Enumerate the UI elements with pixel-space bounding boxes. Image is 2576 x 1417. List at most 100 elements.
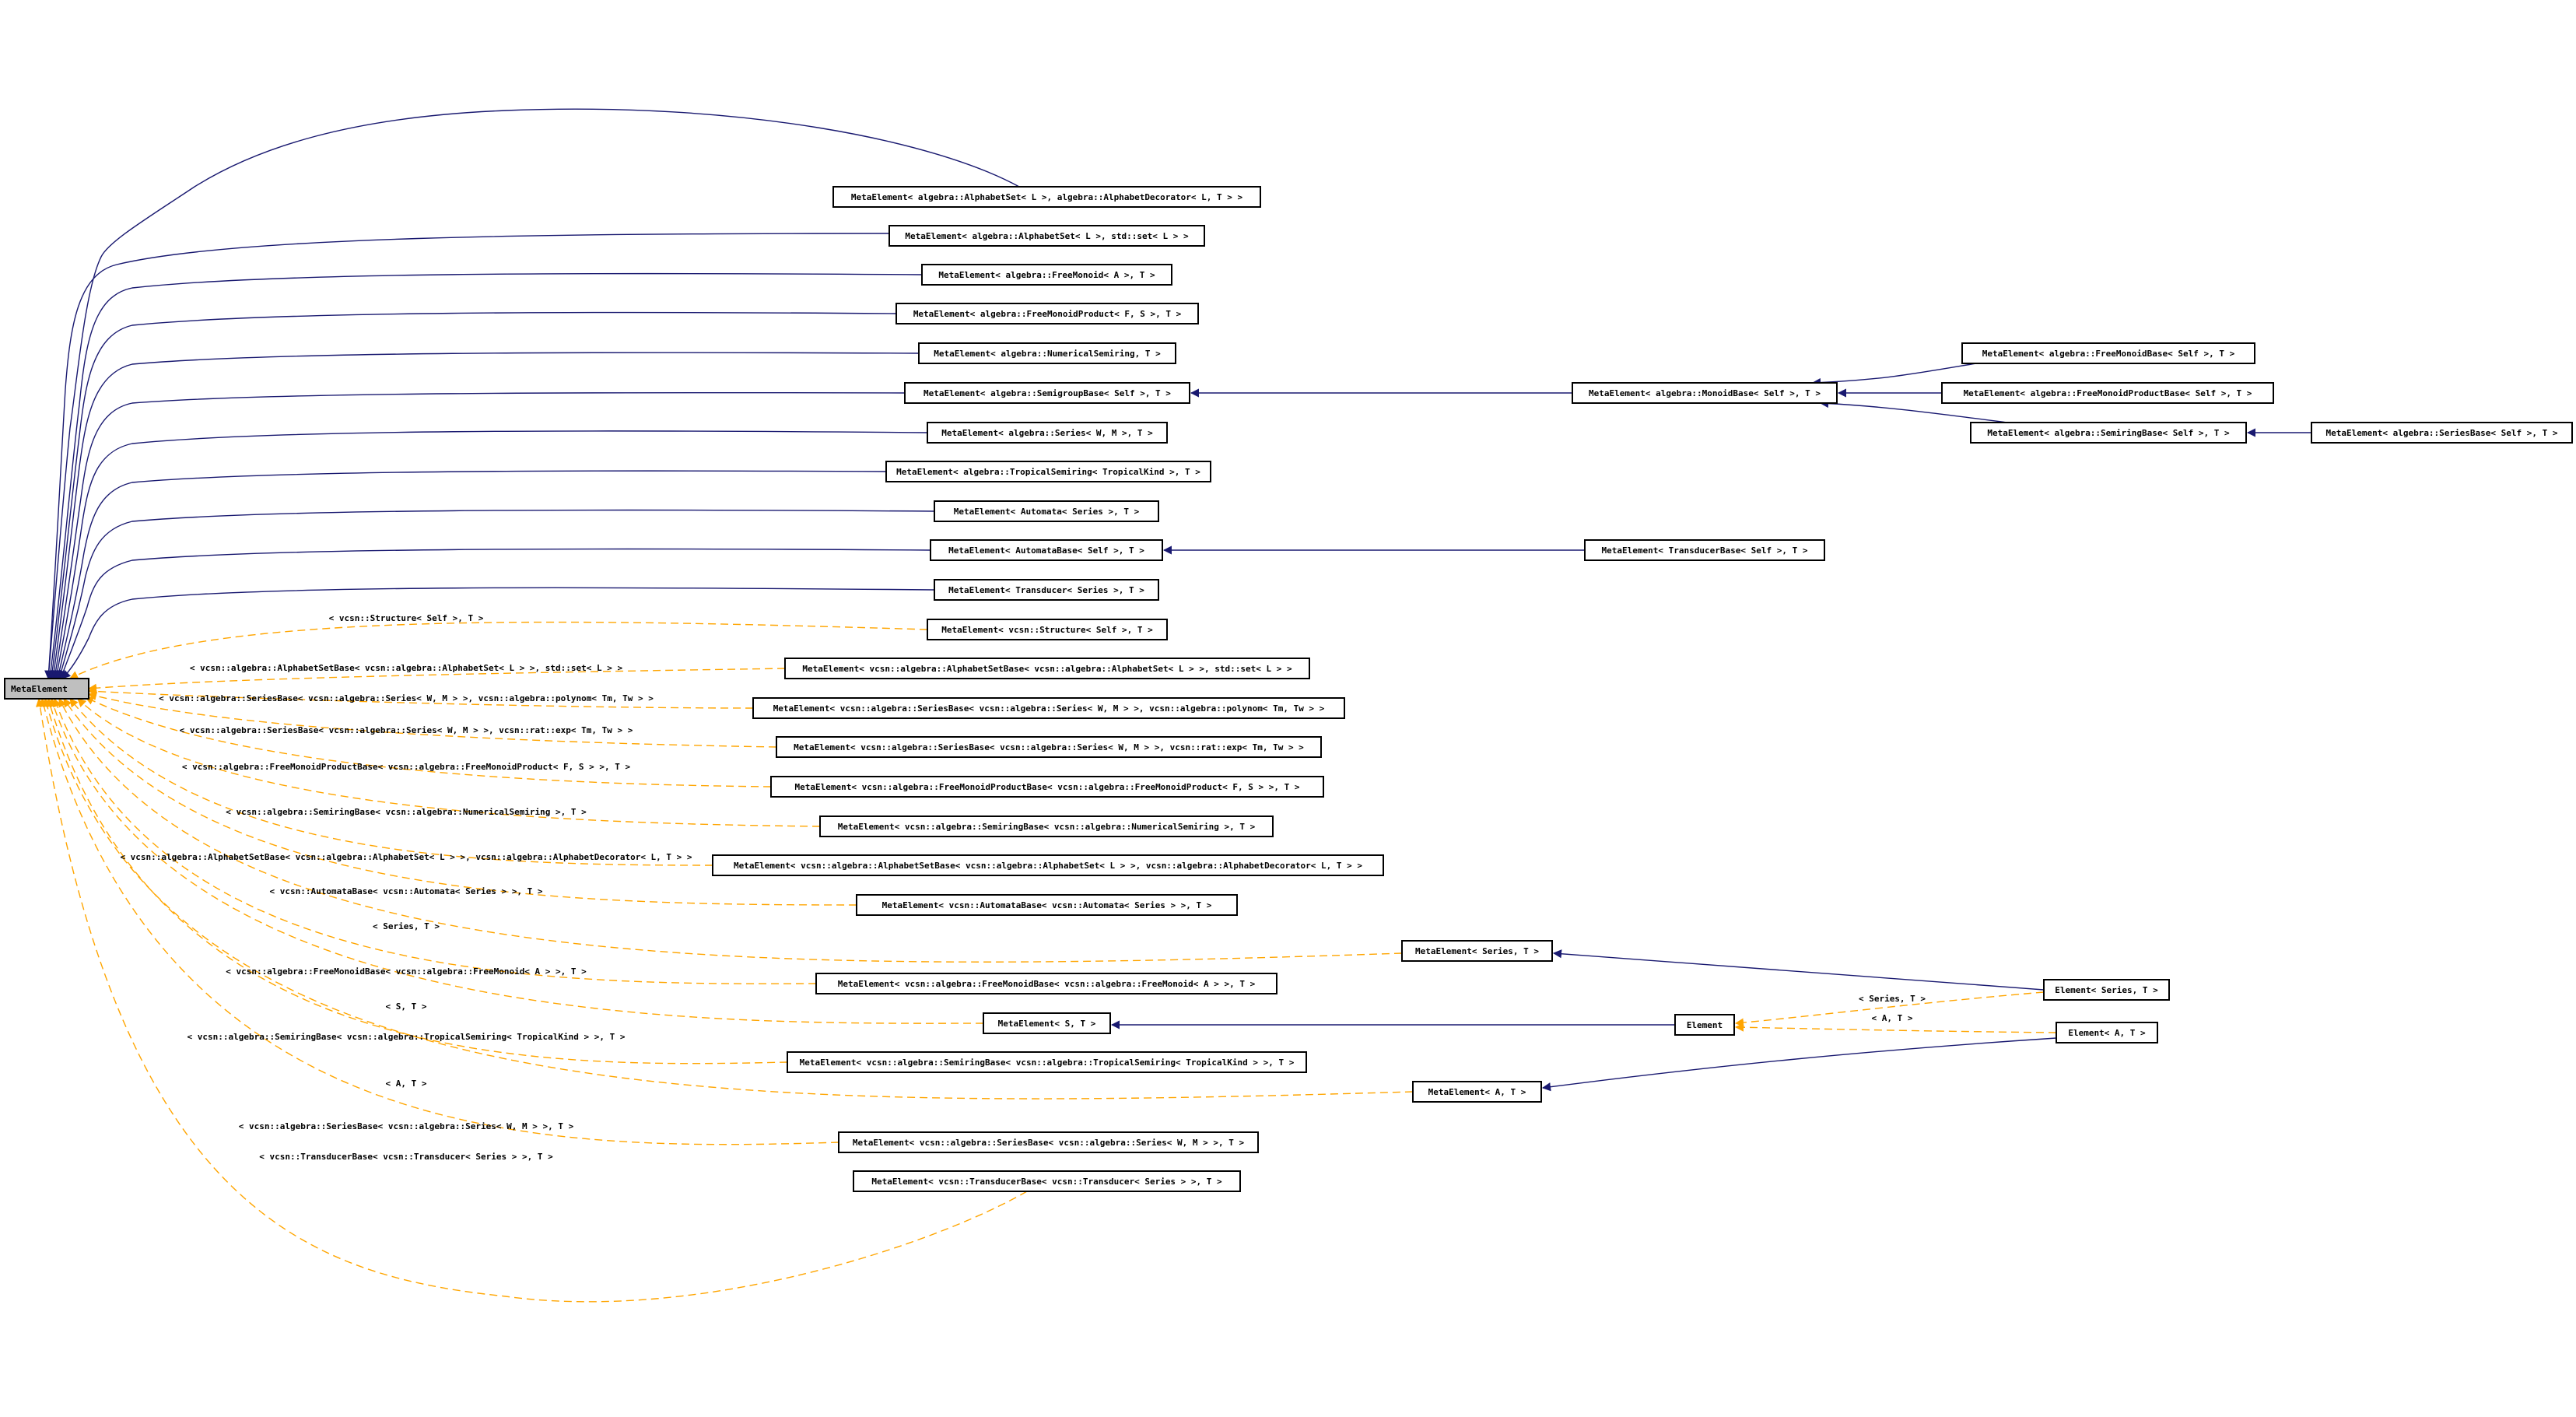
node-box [895,303,1199,324]
node-n7[interactable]: MetaElement< algebra::Series< W, M >, T … [927,422,1168,444]
node-m5[interactable]: MetaElement< algebra::SeriesBase< Self >… [2311,422,2573,444]
node-box [784,658,1310,679]
node-box [1674,1014,1735,1036]
node-n12[interactable]: MetaElement< vcsn::Structure< Self >, T … [927,619,1168,640]
node-m3[interactable]: MetaElement< algebra::FreeMonoidProductB… [1941,382,2274,404]
node-box [4,678,89,700]
node-n26[interactable]: MetaElement< vcsn::TransducerBase< vcsn:… [853,1170,1241,1192]
node-n11[interactable]: MetaElement< Transducer< Series >, T > [934,579,1159,601]
node-label: MetaElement< algebra::FreeMonoidProduct<… [913,309,1182,319]
node-n16[interactable]: MetaElement< vcsn::algebra::FreeMonoidPr… [770,776,1324,798]
node-label: MetaElement< algebra::FreeMonoidBase< Se… [1982,349,2235,359]
node-m2[interactable]: MetaElement< algebra::FreeMonoidBase< Se… [1961,342,2255,364]
node-n13[interactable]: MetaElement< vcsn::algebra::AlphabetSetB… [784,658,1310,679]
node-box [983,1012,1111,1034]
template-edge-n23 [46,697,788,1065]
node-box [930,539,1163,561]
node-label: MetaElement< vcsn::algebra::SeriesBase< … [794,742,1304,752]
node-label: MetaElement< TransducerBase< Self >, T > [1602,545,1808,556]
node-n22[interactable]: MetaElement< S, T > [983,1012,1111,1034]
node-box [832,186,1261,208]
node-e2[interactable]: Element [1674,1014,1735,1036]
node-n14[interactable]: MetaElement< vcsn::algebra::SeriesBase< … [752,697,1345,719]
template-edge-n22 [49,697,984,1024]
edge-label-l20: < Series, T > [373,921,440,931]
node-n9[interactable]: MetaElement< Automata< Series >, T > [934,500,1159,522]
inheritance-edge-e1-n20 [1552,949,2045,991]
node-label: MetaElement< vcsn::algebra::SemiringBase… [800,1057,1295,1068]
node-n5[interactable]: MetaElement< algebra::NumericalSemiring,… [918,342,1176,364]
node-label: MetaElement< vcsn::algebra::AlphabetSetB… [802,664,1292,674]
node-label: MetaElement< algebra::Series< W, M >, T … [941,428,1153,438]
node-box [815,973,1277,994]
node-e1[interactable]: Element< Series, T > [2043,979,2170,1001]
inheritance-edge-n5 [49,352,920,680]
node-box [1941,382,2274,404]
node-n24[interactable]: MetaElement< A, T > [1412,1081,1542,1103]
node-box [712,854,1384,876]
node-label: MetaElement< vcsn::TransducerBase< vcsn:… [871,1177,1222,1187]
node-label: MetaElement< algebra::SemiringBase< Self… [1987,428,2230,438]
template-edge-n19 [63,698,857,906]
node-n6[interactable]: MetaElement< algebra::SemigroupBase< Sel… [904,382,1190,404]
node-label: MetaElement [11,684,68,694]
template-edge-n24 [43,697,1414,1100]
template-edge-n12 [69,621,928,679]
edge-label-le1: < Series, T > [1859,994,1926,1004]
node-label: MetaElement< algebra::MonoidBase< Self >… [1589,388,1821,398]
node-label: Element< A, T > [2068,1028,2146,1038]
edge-label-l16: < vcsn::algebra::FreeMonoidProductBase< … [182,762,631,772]
node-m4[interactable]: MetaElement< algebra::SemiringBase< Self… [1970,422,2247,444]
node-label: MetaElement< vcsn::algebra::AlphabetSetB… [734,861,1362,871]
node-root-metaelement[interactable]: MetaElement [4,678,89,700]
node-label: MetaElement< algebra::SemigroupBase< Sel… [924,388,1171,398]
node-box [856,894,1238,916]
node-n17[interactable]: MetaElement< vcsn::algebra::SemiringBase… [819,815,1274,837]
node-box [934,579,1159,601]
node-box [885,461,1211,482]
node-box [1970,422,2247,444]
node-n18[interactable]: MetaElement< vcsn::algebra::AlphabetSetB… [712,854,1384,876]
node-n4[interactable]: MetaElement< algebra::FreeMonoidProduct<… [895,303,1199,324]
template-edge-n15 [87,692,777,748]
node-box [888,225,1205,247]
inheritance-edge-n4 [47,311,897,680]
node-box [1584,539,1825,561]
node-n20[interactable]: MetaElement< Series, T > [1401,940,1553,962]
node-m1[interactable]: MetaElement< algebra::MonoidBase< Self >… [1572,382,1838,404]
node-n10[interactable]: MetaElement< AutomataBase< Self >, T > [930,539,1163,561]
node-n21[interactable]: MetaElement< vcsn::algebra::FreeMonoidBa… [815,973,1277,994]
node-n19[interactable]: MetaElement< vcsn::AutomataBase< vcsn::A… [856,894,1238,916]
node-label: MetaElement< algebra::SeriesBase< Self >… [2325,428,2557,438]
node-box [752,697,1345,719]
node-n23[interactable]: MetaElement< vcsn::algebra::SemiringBase… [787,1051,1307,1073]
inheritance-edge-m4-m1 [1819,398,2008,423]
node-n25[interactable]: MetaElement< vcsn::algebra::SeriesBase< … [838,1131,1259,1153]
node-n3[interactable]: MetaElement< algebra::FreeMonoid< A >, T… [921,264,1172,286]
node-box [2056,1022,2158,1043]
node-t1[interactable]: MetaElement< TransducerBase< Self >, T > [1584,539,1825,561]
inheritance-edge-n8 [54,470,887,680]
node-label: MetaElement< vcsn::algebra::FreeMonoidPr… [794,782,1299,792]
node-n8[interactable]: MetaElement< algebra::TropicalSemiring< … [885,461,1211,482]
edge-layer [35,108,2311,1303]
node-label: MetaElement< vcsn::algebra::SemiringBase… [838,822,1256,832]
node-n15[interactable]: MetaElement< vcsn::algebra::SeriesBase< … [776,736,1322,758]
node-n1[interactable]: MetaElement< algebra::AlphabetSet< L >, … [832,186,1261,208]
template-edge-e1-e2 [1734,991,2045,1027]
inheritance-edge-n9 [57,509,935,680]
edge-label-le3: < A, T > [1872,1013,1913,1023]
node-n2[interactable]: MetaElement< algebra::AlphabetSet< L >, … [888,225,1205,247]
edge-label-l19: < vcsn::AutomataBase< vcsn::Automata< Se… [270,886,543,896]
node-label: MetaElement< Automata< Series >, T > [954,507,1140,517]
node-label: MetaElement< algebra::FreeMonoidProductB… [1964,388,2252,398]
node-box [934,500,1159,522]
edge-label-layer: < vcsn::Structure< Self >, T >< vcsn::al… [120,613,1926,1162]
node-box [927,422,1168,444]
edge-label-l15: < vcsn::algebra::SeriesBase< vcsn::algeb… [180,725,633,735]
node-label: MetaElement< AutomataBase< Self >, T > [948,545,1144,556]
node-e3[interactable]: Element< A, T > [2056,1022,2158,1043]
node-box [770,776,1324,798]
node-box [904,382,1190,404]
